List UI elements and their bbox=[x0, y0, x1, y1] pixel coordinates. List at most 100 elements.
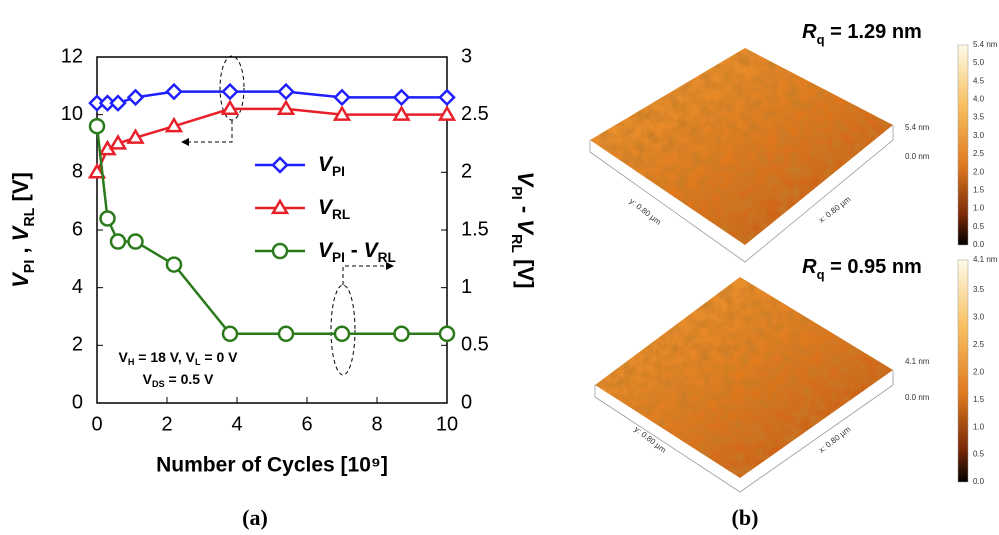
data-marker bbox=[437, 105, 457, 121]
data-marker bbox=[108, 134, 128, 150]
y-tick-label: 8 bbox=[72, 161, 83, 183]
data-marker bbox=[88, 117, 106, 135]
y-tick-label: 6 bbox=[72, 218, 83, 240]
colorbar-label: 4.1 nm bbox=[973, 255, 998, 264]
data-marker bbox=[333, 88, 351, 107]
colorbar-label: 3.0 bbox=[973, 131, 985, 140]
data-marker bbox=[392, 88, 411, 107]
colorbar bbox=[957, 44, 969, 246]
data-marker bbox=[332, 105, 352, 121]
colorbar-label: 3.0 bbox=[973, 313, 985, 322]
colorbar-label: 2.5 bbox=[973, 340, 985, 349]
axis-label: y: 0.80 µm bbox=[633, 425, 668, 455]
colorbar-label: 0.5 bbox=[973, 450, 985, 459]
annotation: VDS = 0.5 V bbox=[143, 371, 214, 390]
colorbar-label: 2.5 bbox=[973, 149, 985, 158]
y-tick-label: 12 bbox=[61, 45, 83, 67]
roughness-label: Rq = 0.95 nm bbox=[802, 256, 922, 282]
colorbar-label: 3.5 bbox=[973, 285, 985, 294]
y2-tick-label: 1 bbox=[461, 276, 472, 298]
x-tick-label: 0 bbox=[91, 413, 102, 435]
axis-label: x: 0.80 µm bbox=[817, 194, 852, 224]
y2-tick-label: 3 bbox=[461, 45, 472, 67]
legend-marker bbox=[270, 198, 290, 215]
colorbar-label: 0.0 bbox=[973, 477, 985, 486]
afm-panels: (b) Rq = 1.29 nm 5.4 nm 0.0 nm y: 0.80 µm x: … bbox=[589, 21, 998, 530]
x-tick-label: 10 bbox=[436, 413, 458, 435]
legend-marker bbox=[271, 156, 289, 174]
annotation-arrow bbox=[342, 262, 394, 285]
colorbar-label: 2.0 bbox=[973, 367, 985, 376]
data-marker bbox=[109, 233, 127, 250]
data-marker bbox=[164, 116, 184, 133]
y-axis-label: VPI , VRL [V] bbox=[8, 172, 38, 288]
colorbar bbox=[957, 259, 969, 483]
legend-marker bbox=[271, 242, 289, 260]
colorbar-label: 1.5 bbox=[973, 186, 985, 195]
x-tick-label: 6 bbox=[301, 413, 312, 435]
data-marker bbox=[220, 99, 240, 116]
data-marker bbox=[438, 325, 456, 343]
afm-box bbox=[589, 125, 894, 263]
data-marker bbox=[87, 162, 107, 179]
y2-tick-label: 1.5 bbox=[461, 218, 489, 240]
series-line bbox=[95, 126, 447, 336]
data-marker bbox=[165, 256, 183, 273]
y2-tick-label: 0 bbox=[461, 391, 472, 413]
x-tick-label: 4 bbox=[231, 413, 242, 435]
y2-tick-label: 2 bbox=[461, 161, 472, 183]
x-tick-label: 8 bbox=[371, 413, 382, 435]
colorbar-label: 0.5 bbox=[973, 222, 985, 231]
colorbar-label: 3.5 bbox=[973, 113, 985, 122]
colorbar-label: 0.0 bbox=[973, 240, 985, 249]
panel-label: (b) bbox=[732, 505, 759, 530]
data-marker bbox=[99, 210, 116, 227]
colorbar-label: 1.0 bbox=[973, 204, 985, 213]
height-label: 0.0 nm bbox=[905, 393, 930, 402]
annotation-arrow bbox=[181, 120, 233, 146]
x-tick-label: 2 bbox=[161, 413, 172, 435]
data-marker bbox=[277, 325, 295, 343]
data-marker bbox=[392, 105, 411, 121]
y2-axis-label: VPI - VRL [V] bbox=[508, 172, 538, 289]
data-marker bbox=[221, 82, 239, 101]
data-marker bbox=[109, 94, 127, 112]
y2-tick-label: 0.5 bbox=[461, 334, 489, 356]
axis-label: y: 0.80 µm bbox=[628, 197, 663, 227]
x-axis-label: Number of Cycles [10⁹] bbox=[156, 454, 388, 477]
height-label: 5.4 nm bbox=[905, 123, 930, 132]
annotation: VH = 18 V, VL = 0 V bbox=[118, 349, 238, 368]
data-marker bbox=[126, 88, 145, 107]
data-marker bbox=[393, 325, 410, 343]
height-label: 4.1 nm bbox=[905, 357, 930, 366]
y-tick-label: 2 bbox=[72, 334, 83, 356]
axis-label: x: 0.80 µm bbox=[817, 424, 852, 454]
data-marker bbox=[126, 128, 145, 144]
y-tick-label: 10 bbox=[61, 103, 83, 125]
colorbar-label: 1.0 bbox=[973, 422, 985, 431]
legend-label: VRL bbox=[318, 196, 350, 223]
afm-surface bbox=[590, 48, 893, 245]
colorbar-label: 2.0 bbox=[973, 167, 985, 176]
data-marker bbox=[127, 233, 144, 250]
data-marker bbox=[221, 325, 239, 343]
panel-label: (a) bbox=[242, 505, 268, 530]
colorbar-label: 4.0 bbox=[973, 95, 985, 104]
roughness-label: Rq = 1.29 nm bbox=[802, 21, 922, 47]
colorbar-label: 5.0 bbox=[973, 58, 985, 67]
annotation-ellipse bbox=[330, 284, 356, 376]
afm-surface bbox=[595, 277, 893, 478]
colorbar-label: 4.5 bbox=[973, 76, 985, 85]
data-marker bbox=[165, 82, 183, 101]
height-label: 0.0 nm bbox=[905, 152, 930, 161]
y-tick-label: 0 bbox=[72, 391, 83, 413]
colorbar-label: 5.4 nm bbox=[973, 40, 998, 49]
y2-tick-label: 2.5 bbox=[461, 103, 489, 125]
afm-box bbox=[594, 370, 894, 493]
y-tick-label: 4 bbox=[72, 276, 83, 298]
data-marker bbox=[277, 82, 295, 101]
legend-label: VPI bbox=[318, 153, 345, 180]
colorbar-label: 1.5 bbox=[973, 395, 985, 404]
